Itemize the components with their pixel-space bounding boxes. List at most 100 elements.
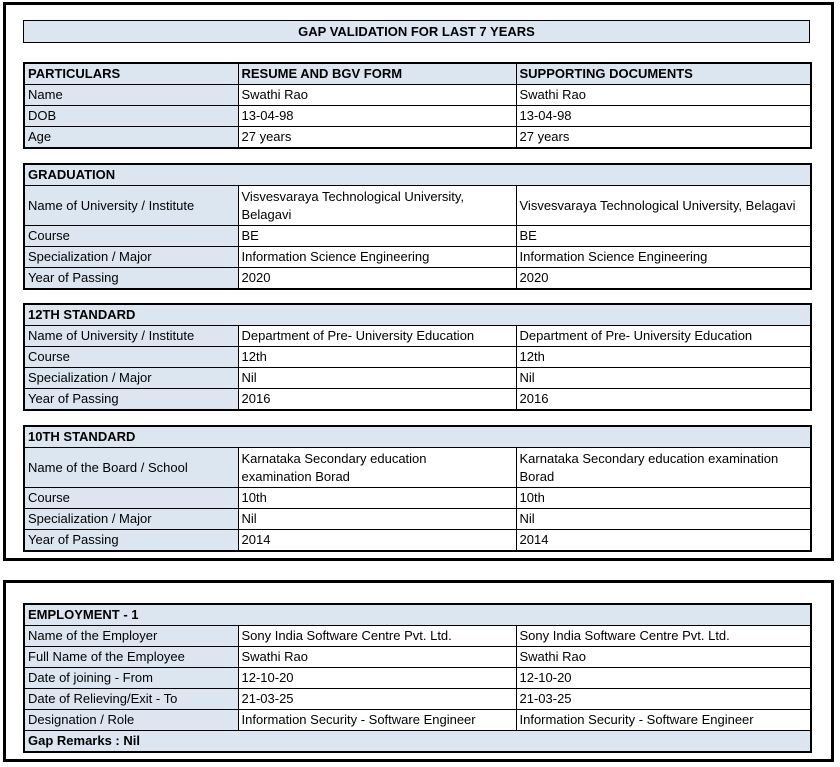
employment-table: EMPLOYMENT - 1 Name of the Employer Sony… <box>23 603 813 753</box>
row-label: Year of Passing <box>23 388 239 411</box>
row-label: Designation / Role <box>23 709 239 731</box>
table-row: Course BE BE <box>23 225 812 247</box>
cell-resume: Nil <box>237 367 517 389</box>
cell-resume: 13-04-98 <box>237 105 517 127</box>
cell-supporting: Swathi Rao <box>515 646 812 668</box>
table-row: Age 27 years 27 years <box>23 126 812 149</box>
row-label: Course <box>23 487 239 509</box>
cell-supporting: Visvesvaraya Technological University, B… <box>515 185 812 226</box>
cell-resume: 2020 <box>237 267 517 290</box>
cell-resume: 2014 <box>237 529 517 552</box>
cell-resume: 10th <box>237 487 517 509</box>
table-row: Name of University / Institute Visvesvar… <box>23 185 812 226</box>
gap-remarks: Gap Remarks : Nil <box>23 730 812 753</box>
table-row: Specialization / Major Nil Nil <box>23 508 812 530</box>
cell-resume: Visvesvaraya Technological University, B… <box>237 185 517 226</box>
cell-resume: BE <box>237 225 517 247</box>
twelfth-standard-table: 12TH STANDARD Name of University / Insti… <box>23 303 812 411</box>
cell-supporting: BE <box>515 225 812 247</box>
cell-resume: Swathi Rao <box>237 646 517 668</box>
cell-resume: 2016 <box>237 388 517 411</box>
table-row: Name of the Employer Sony India Software… <box>23 625 812 647</box>
column-header-particulars: PARTICULARS <box>23 62 239 85</box>
row-label: Name of the Board / School <box>23 447 239 488</box>
particulars-table: PARTICULARS RESUME AND BGV FORM SUPPORTI… <box>23 62 812 149</box>
row-label: Specialization / Major <box>23 367 239 389</box>
cell-resume: Information Science Engineering <box>237 246 517 268</box>
section-title: 10TH STANDARD <box>23 425 812 448</box>
graduation-table: GRADUATION Name of University / Institut… <box>23 163 812 290</box>
table-row: Course 10th 10th <box>23 487 812 509</box>
section-title: 12TH STANDARD <box>23 303 812 326</box>
cell-supporting: 27 years <box>515 126 812 149</box>
cell-supporting: Karnataka Secondary education examinatio… <box>515 447 812 488</box>
table-row: Date of Relieving/Exit - To 21-03-25 21-… <box>23 688 812 710</box>
row-label: DOB <box>23 105 239 127</box>
row-label: Name of University / Institute <box>23 325 239 347</box>
cell-resume: Nil <box>237 508 517 530</box>
row-label: Year of Passing <box>23 529 239 552</box>
row-label: Name <box>23 84 239 106</box>
row-label: Full Name of the Employee <box>23 646 239 668</box>
row-label: Year of Passing <box>23 267 239 290</box>
table-row: Name Swathi Rao Swathi Rao <box>23 84 812 106</box>
cell-supporting: Sony India Software Centre Pvt. Ltd. <box>515 625 812 647</box>
section-header-row: 10TH STANDARD <box>23 425 812 448</box>
cell-resume: Swathi Rao <box>237 84 517 106</box>
cell-resume: Sony India Software Centre Pvt. Ltd. <box>237 625 517 647</box>
section-header-row: 12TH STANDARD <box>23 303 812 326</box>
table-row: Full Name of the Employee Swathi Rao Swa… <box>23 646 812 668</box>
section-title: EMPLOYMENT - 1 <box>23 603 812 626</box>
table-row: Year of Passing 2020 2020 <box>23 267 812 290</box>
cell-supporting: 2020 <box>515 267 812 290</box>
cell-supporting: Information Science Engineering <box>515 246 812 268</box>
table-header-row: PARTICULARS RESUME AND BGV FORM SUPPORTI… <box>23 62 812 85</box>
cell-supporting: 12th <box>515 346 812 368</box>
row-label: Name of the Employer <box>23 625 239 647</box>
table-row: Date of joining - From 12-10-20 12-10-20 <box>23 667 812 689</box>
cell-supporting: 2016 <box>515 388 812 411</box>
cell-resume: Karnataka Secondary education examinatio… <box>237 447 517 488</box>
page-title: GAP VALIDATION FOR LAST 7 YEARS <box>23 20 810 43</box>
cell-resume: 12-10-20 <box>237 667 517 689</box>
table-row: Designation / Role Information Security … <box>23 709 812 731</box>
table-row: Specialization / Major Nil Nil <box>23 367 812 389</box>
section-header-row: GRADUATION <box>23 163 812 186</box>
row-label: Course <box>23 225 239 247</box>
cell-supporting: 10th <box>515 487 812 509</box>
table-row: Year of Passing 2016 2016 <box>23 388 812 411</box>
row-label: Course <box>23 346 239 368</box>
cell-resume: 12th <box>237 346 517 368</box>
column-header-supporting-docs: SUPPORTING DOCUMENTS <box>515 62 812 85</box>
cell-supporting: 2014 <box>515 529 812 552</box>
tenth-standard-table: 10TH STANDARD Name of the Board / School… <box>23 425 812 552</box>
row-label: Date of joining - From <box>23 667 239 689</box>
cell-supporting: Nil <box>515 367 812 389</box>
cell-supporting: 21-03-25 <box>515 688 812 710</box>
cell-supporting: 13-04-98 <box>515 105 812 127</box>
cell-supporting: Nil <box>515 508 812 530</box>
row-label: Specialization / Major <box>23 246 239 268</box>
table-row: Name of the Board / School Karnataka Sec… <box>23 447 812 488</box>
gap-remarks-row: Gap Remarks : Nil <box>23 730 812 753</box>
table-row: Specialization / Major Information Scien… <box>23 246 812 268</box>
row-label: Specialization / Major <box>23 508 239 530</box>
row-label: Name of University / Institute <box>23 185 239 226</box>
cell-supporting: 12-10-20 <box>515 667 812 689</box>
section-title: GRADUATION <box>23 163 812 186</box>
table-row: Name of University / Institute Departmen… <box>23 325 812 347</box>
table-row: DOB 13-04-98 13-04-98 <box>23 105 812 127</box>
section-header-row: EMPLOYMENT - 1 <box>23 603 812 626</box>
cell-resume: Department of Pre- University Education <box>237 325 517 347</box>
column-header-resume-bgv: RESUME AND BGV FORM <box>237 62 517 85</box>
cell-resume: Information Security - Software Engineer <box>237 709 517 731</box>
cell-resume: 27 years <box>237 126 517 149</box>
cell-supporting: Swathi Rao <box>515 84 812 106</box>
table-row: Year of Passing 2014 2014 <box>23 529 812 552</box>
cell-resume: 21-03-25 <box>237 688 517 710</box>
cell-supporting: Information Security - Software Engineer <box>515 709 812 731</box>
cell-supporting: Department of Pre- University Education <box>515 325 812 347</box>
row-label: Date of Relieving/Exit - To <box>23 688 239 710</box>
table-row: Course 12th 12th <box>23 346 812 368</box>
row-label: Age <box>23 126 239 149</box>
